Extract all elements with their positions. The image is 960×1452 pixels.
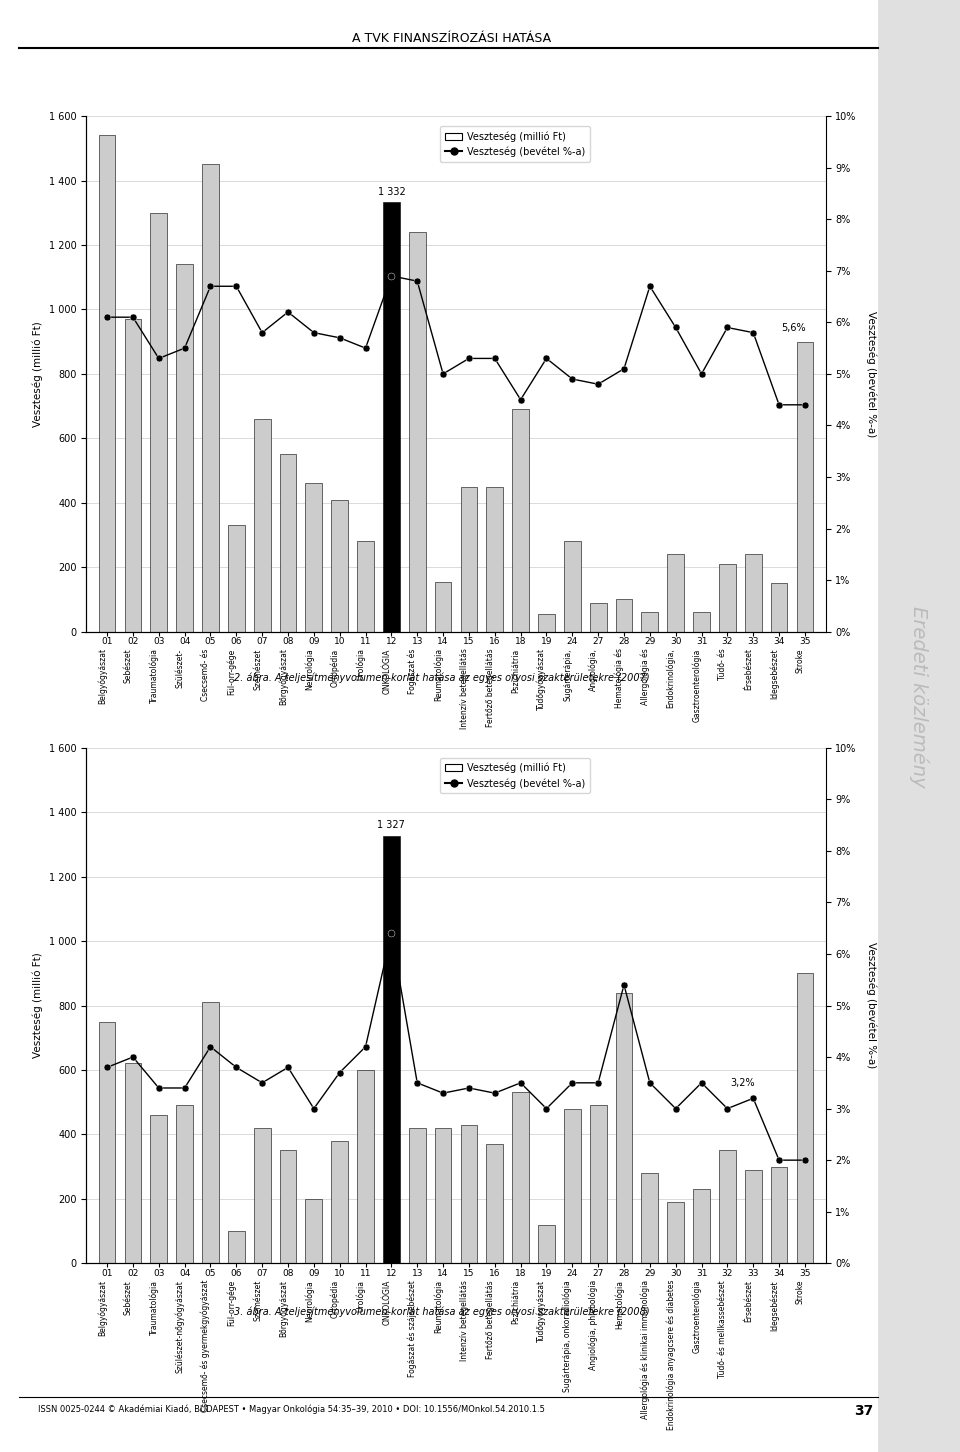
- Bar: [719, 563, 735, 632]
- Bar: [589, 1105, 607, 1263]
- Text: 37: 37: [854, 1404, 874, 1419]
- Bar: [641, 613, 659, 632]
- Bar: [797, 341, 813, 632]
- Bar: [99, 1022, 115, 1263]
- Bar: [693, 1189, 710, 1263]
- Bar: [538, 614, 555, 632]
- Bar: [383, 202, 399, 632]
- Bar: [177, 1105, 193, 1263]
- Bar: [564, 542, 581, 632]
- Bar: [125, 1063, 141, 1263]
- Bar: [177, 264, 193, 632]
- Bar: [253, 1128, 271, 1263]
- Bar: [667, 1202, 684, 1263]
- Bar: [564, 1109, 581, 1263]
- Bar: [409, 1128, 425, 1263]
- Bar: [615, 600, 633, 632]
- Y-axis label: Veszteség (bevétel %-a): Veszteség (bevétel %-a): [866, 311, 876, 437]
- Bar: [305, 484, 323, 632]
- Bar: [771, 584, 787, 632]
- Bar: [357, 1070, 374, 1263]
- Text: ISSN 0025-0244 © Akadémiai Kiadó, BUDAPEST • Magyar Onkológia 54:35–39, 2010 • D: ISSN 0025-0244 © Akadémiai Kiadó, BUDAPE…: [38, 1404, 545, 1414]
- Bar: [487, 1144, 503, 1263]
- Text: 1 327: 1 327: [377, 820, 405, 831]
- Bar: [615, 993, 633, 1263]
- Bar: [435, 1128, 451, 1263]
- Bar: [202, 164, 219, 632]
- Text: Eredeti közlemény: Eredeti közlemény: [909, 605, 928, 788]
- Bar: [771, 1166, 787, 1263]
- Bar: [538, 1224, 555, 1263]
- Bar: [228, 1231, 245, 1263]
- Bar: [279, 1150, 297, 1263]
- Bar: [513, 409, 529, 632]
- Bar: [461, 486, 477, 632]
- Bar: [202, 1002, 219, 1263]
- Bar: [331, 1141, 348, 1263]
- Bar: [745, 555, 761, 632]
- Text: 5,6%: 5,6%: [781, 322, 806, 333]
- Bar: [719, 1150, 735, 1263]
- Bar: [513, 1092, 529, 1263]
- Bar: [305, 1199, 323, 1263]
- Bar: [357, 542, 374, 632]
- Bar: [331, 499, 348, 632]
- Bar: [797, 973, 813, 1263]
- Text: 3,2%: 3,2%: [730, 1077, 755, 1088]
- Bar: [487, 486, 503, 632]
- Text: A TVK FINANSZÍROZÁSI HATÁSA: A TVK FINANSZÍROZÁSI HATÁSA: [351, 32, 551, 45]
- Bar: [435, 582, 451, 632]
- Y-axis label: Veszteség (bevétel %-a): Veszteség (bevétel %-a): [866, 942, 876, 1069]
- Y-axis label: Veszteség (millió Ft): Veszteség (millió Ft): [33, 321, 43, 427]
- Bar: [667, 555, 684, 632]
- Legend: Veszteség (millió Ft), Veszteség (bevétel %-a): Veszteség (millió Ft), Veszteség (bevéte…: [440, 758, 590, 793]
- Bar: [151, 213, 167, 632]
- Bar: [693, 613, 710, 632]
- Bar: [383, 836, 399, 1263]
- Legend: Veszteség (millió Ft), Veszteség (bevétel %-a): Veszteség (millió Ft), Veszteség (bevéte…: [440, 126, 590, 161]
- Bar: [589, 603, 607, 632]
- Bar: [228, 526, 245, 632]
- Bar: [641, 1173, 659, 1263]
- Bar: [279, 454, 297, 632]
- Text: 1 332: 1 332: [377, 187, 405, 196]
- Bar: [99, 135, 115, 632]
- Bar: [125, 319, 141, 632]
- Bar: [253, 420, 271, 632]
- Text: 3. ábra. A teljesítményvolumen-korlát hatása az egyes orvosi szakterületekre (20: 3. ábra. A teljesítményvolumen-korlát ha…: [234, 1307, 649, 1317]
- Text: 2. ábra. A teljesítményvolumen-korlát hatása az egyes orvosi szakterületekre (20: 2. ábra. A teljesítményvolumen-korlát ha…: [234, 672, 649, 682]
- Bar: [461, 1125, 477, 1263]
- Bar: [409, 232, 425, 632]
- Bar: [745, 1170, 761, 1263]
- Y-axis label: Veszteség (millió Ft): Veszteség (millió Ft): [33, 953, 43, 1059]
- Bar: [151, 1115, 167, 1263]
